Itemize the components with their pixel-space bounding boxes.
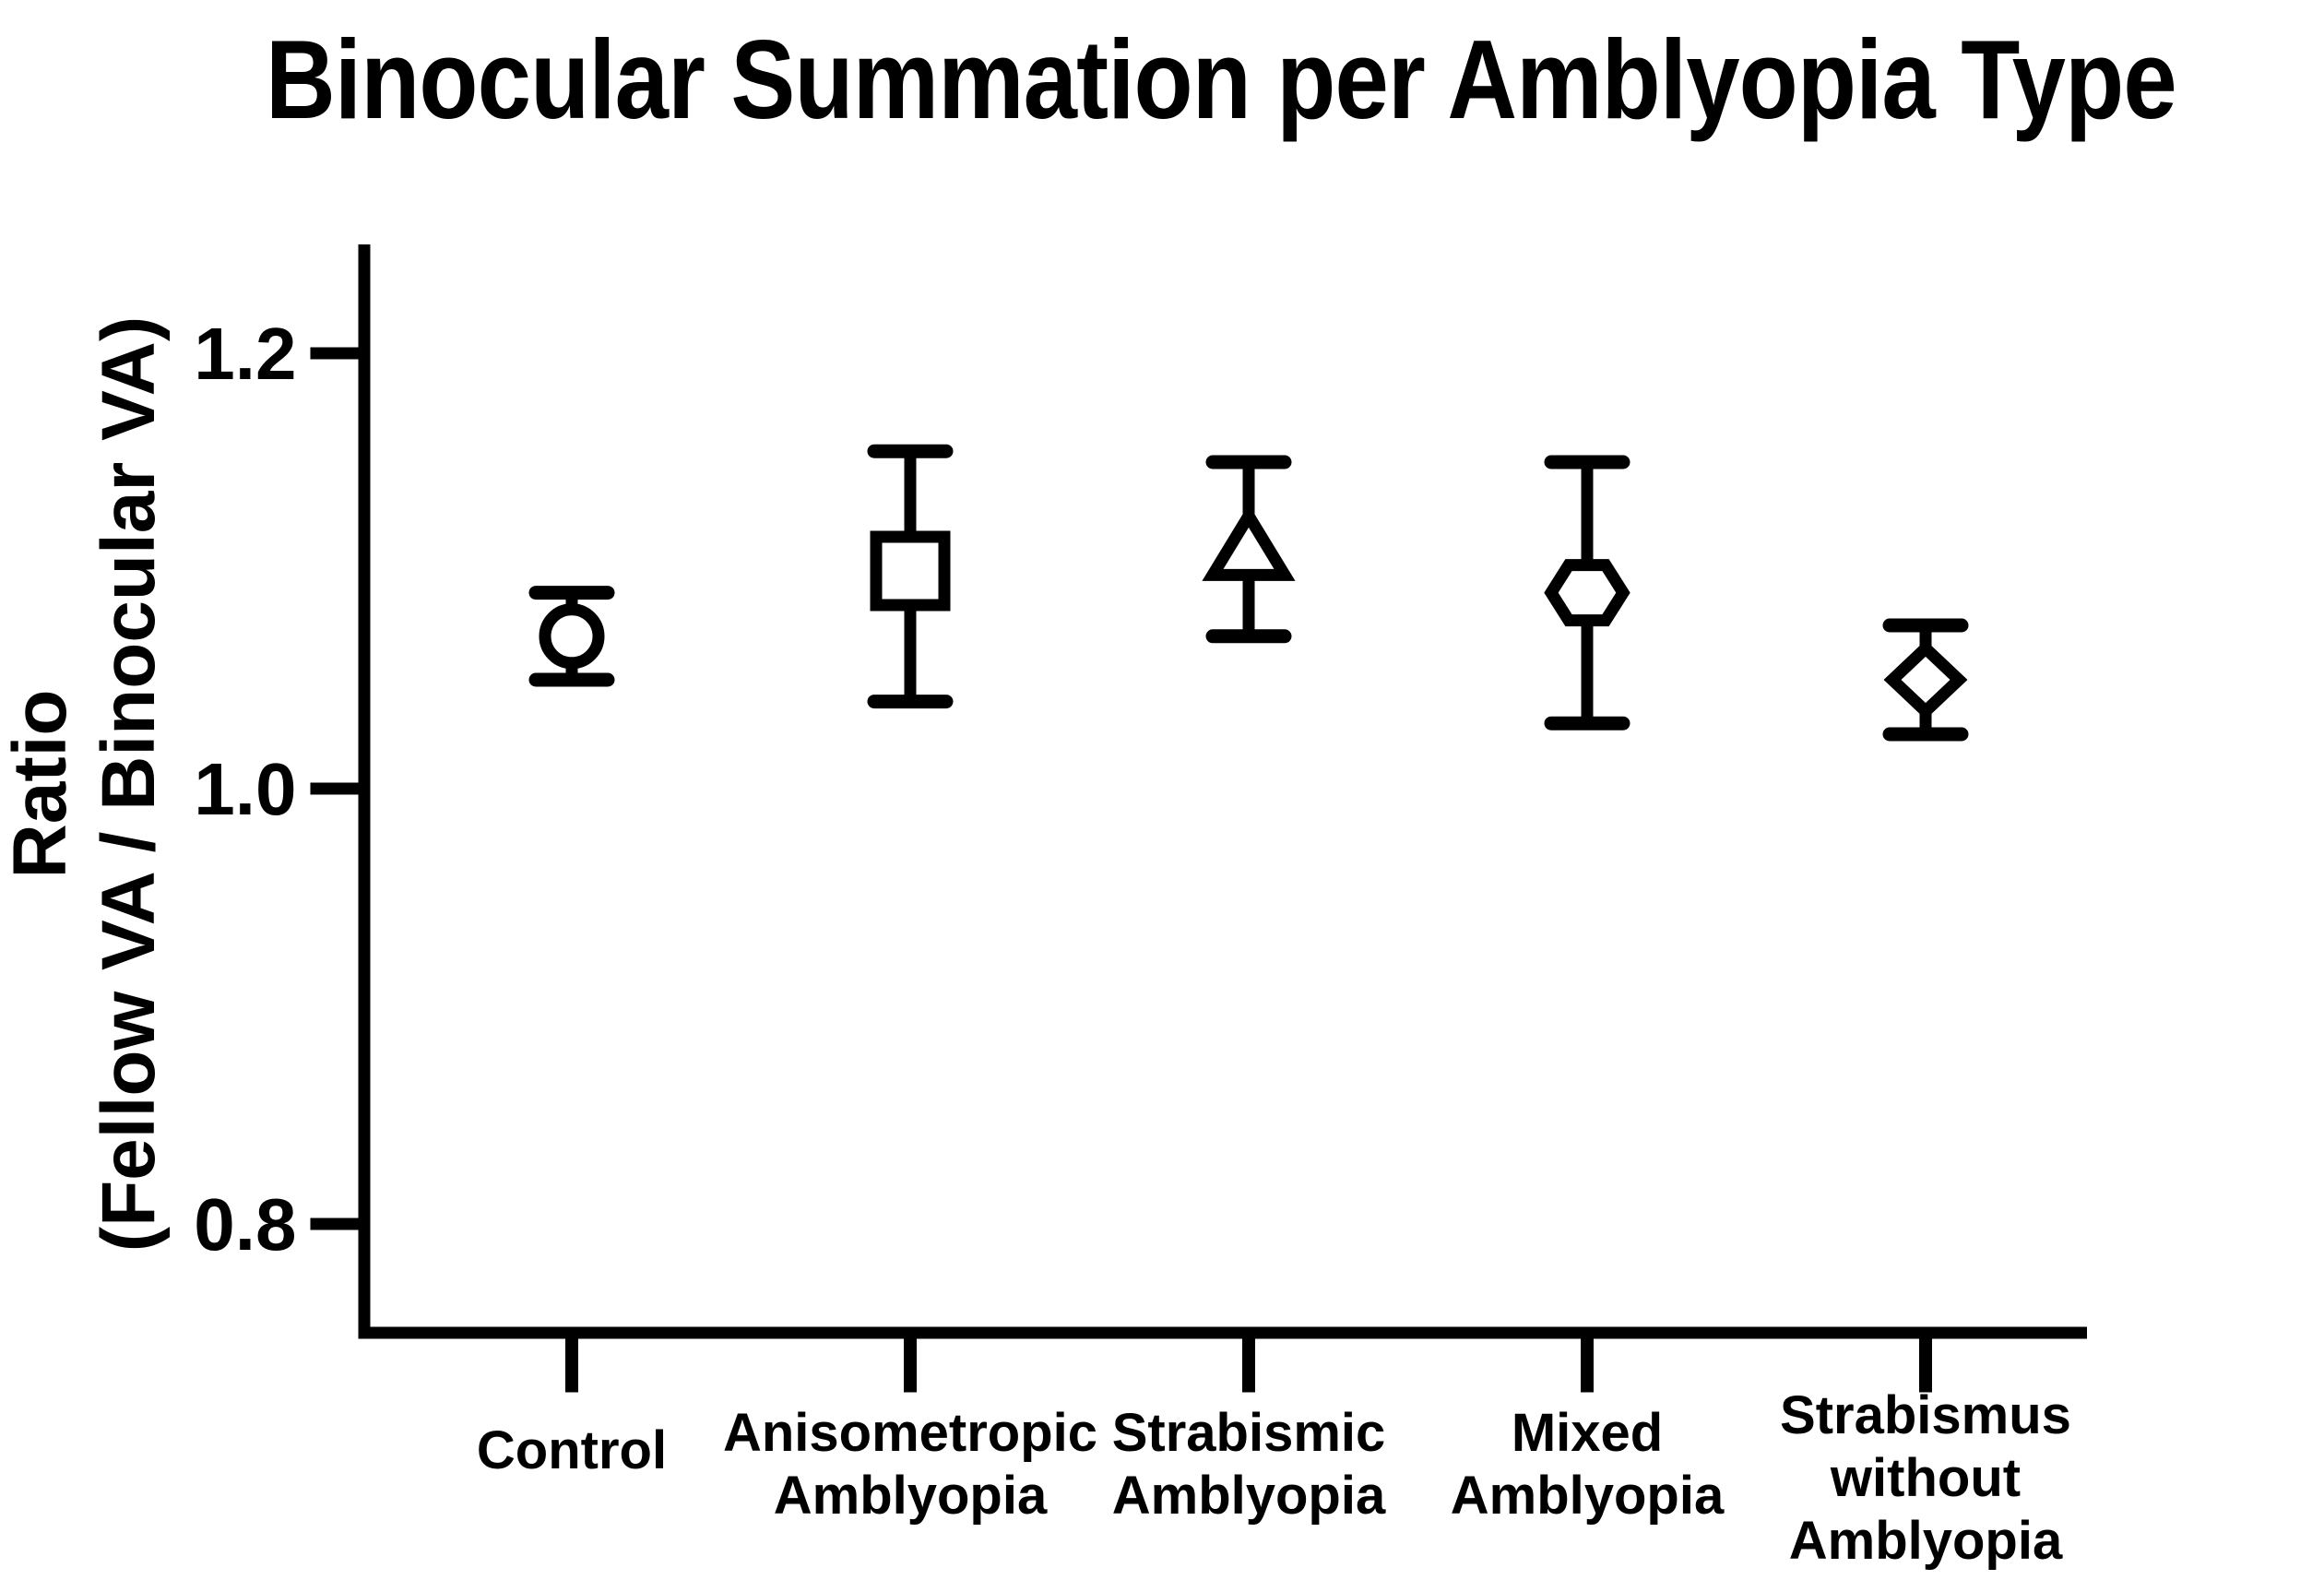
x-category-label-line: Control — [477, 1420, 667, 1480]
x-category-label-line: Strabismus — [1780, 1385, 2071, 1445]
x-category-label: Anisometropic Amblyopia — [723, 1403, 1097, 1526]
y-tick-label: 0.8 — [194, 1183, 296, 1265]
x-category-label-line: without — [1830, 1448, 2021, 1508]
x-category-label-line: Amblyopia — [1789, 1511, 2063, 1571]
x-category-label: Control — [477, 1420, 667, 1480]
x-category-label: Strabismus without Amblyopia — [1780, 1385, 2071, 1571]
y-tick-label: 1.0 — [194, 748, 296, 830]
marker-diamond — [1883, 640, 1968, 719]
x-category-label-line: Mixed — [1512, 1403, 1663, 1463]
marker-circle — [539, 603, 605, 670]
marker-hexagon — [1544, 559, 1630, 627]
x-category-label-line: Amblyopia — [774, 1466, 1048, 1526]
x-category-label: Strabismic Amblyopia — [1112, 1403, 1386, 1526]
x-category-label-line: Strabismic — [1112, 1403, 1386, 1463]
x-category-label-line: Amblyopia — [1112, 1466, 1386, 1526]
x-category-label-line: Anisometropic — [723, 1403, 1097, 1463]
x-category-label-line: Amblyopia — [1451, 1466, 1725, 1526]
chart-title: Binocular Summation per Amblyopia Type — [266, 17, 2177, 142]
marker-triangle — [1202, 504, 1296, 581]
x-category-label: Mixed Amblyopia — [1451, 1403, 1725, 1526]
y-tick-label: 1.2 — [194, 313, 296, 395]
marker-square — [870, 530, 951, 612]
